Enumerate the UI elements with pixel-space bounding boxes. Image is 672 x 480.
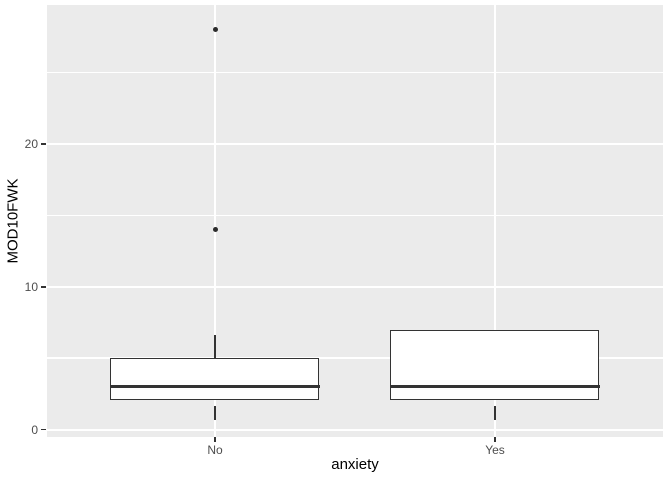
y-tick-label-0: 0 — [31, 422, 38, 437]
box-no — [110, 358, 319, 400]
y-axis-title: MOD10FWK — [4, 178, 22, 264]
gridline-y-minor-15 — [47, 214, 663, 217]
whisker-lower-no — [214, 406, 216, 421]
x-tick-label-yes: Yes — [485, 443, 505, 457]
median-line-yes — [390, 385, 600, 389]
outlier-point — [212, 227, 218, 233]
x-axis-title: anxiety — [331, 456, 379, 473]
x-tick-label-no: No — [207, 443, 223, 457]
gridline-x-major-no — [214, 5, 216, 437]
box-yes — [390, 329, 599, 400]
y-tick-mark-10 — [41, 286, 46, 288]
median-line-no — [110, 385, 320, 389]
gridline-y-major-0 — [47, 428, 663, 431]
outlier-point — [212, 27, 218, 33]
plot-panel — [47, 5, 663, 437]
gridline-y-minor-5 — [47, 357, 663, 359]
y-tick-mark-0 — [41, 428, 46, 431]
gridline-y-major-10 — [47, 285, 663, 288]
gridline-x-major-yes — [494, 5, 496, 437]
whisker-lower-yes — [494, 406, 496, 421]
y-tick-mark-20 — [41, 143, 46, 145]
y-tick-label-20: 20 — [24, 137, 38, 152]
x-tick-mark-no — [214, 437, 216, 442]
x-tick-mark-yes — [494, 437, 496, 442]
whisker-upper-no — [214, 334, 216, 364]
gridline-y-major-20 — [47, 143, 663, 146]
y-tick-label-10: 10 — [24, 279, 38, 294]
gridline-y-minor-25 — [47, 72, 663, 74]
